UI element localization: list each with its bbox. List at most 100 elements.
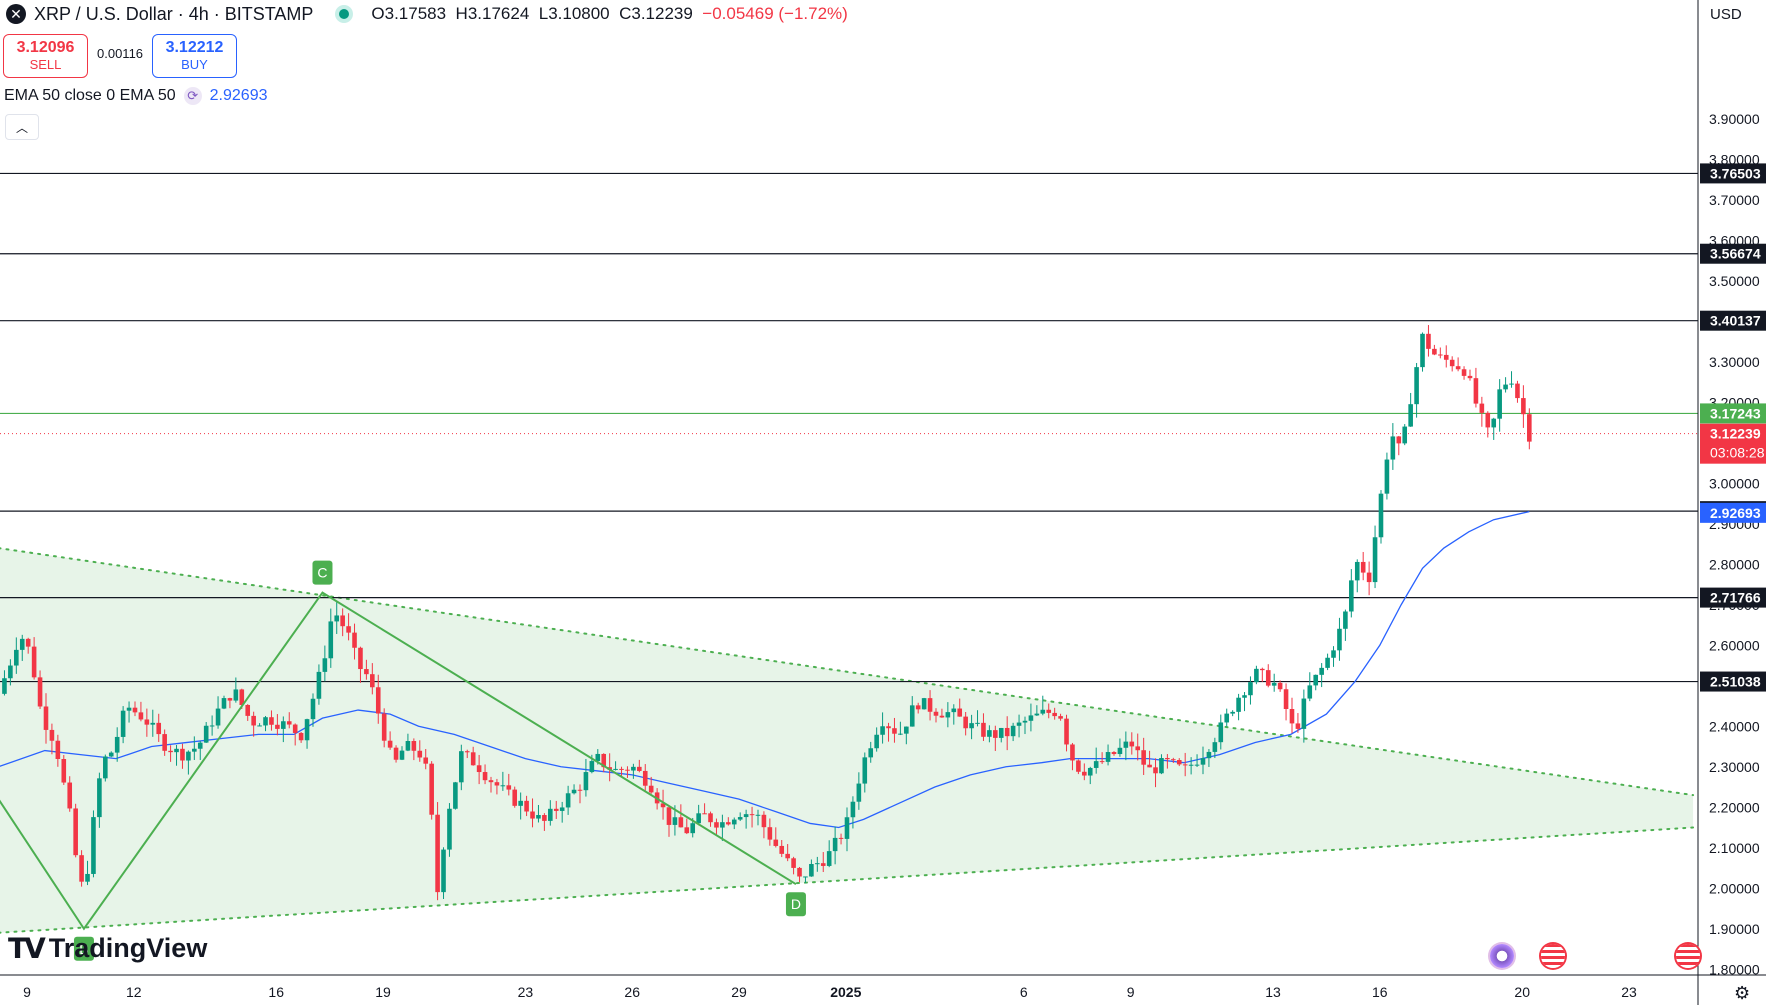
candle-body bbox=[981, 722, 986, 737]
candle-body bbox=[1010, 725, 1016, 737]
horizontal-levels-layer bbox=[0, 172, 1698, 683]
candle-body bbox=[755, 814, 761, 816]
candle-body bbox=[1052, 712, 1057, 717]
candle-body bbox=[150, 722, 156, 725]
candle-body bbox=[387, 740, 393, 748]
candle-body bbox=[138, 712, 144, 720]
candle-body bbox=[601, 753, 607, 768]
candle-body bbox=[542, 815, 547, 821]
time-tick-label: 23 bbox=[1621, 984, 1637, 1000]
candle-body bbox=[281, 721, 286, 729]
us-flag-icon[interactable] bbox=[1676, 944, 1700, 968]
candle-body bbox=[637, 766, 642, 771]
candle-body bbox=[791, 858, 796, 868]
candle-body bbox=[1159, 758, 1164, 774]
candle-body bbox=[459, 751, 464, 783]
candle-body bbox=[1016, 722, 1022, 726]
tradingview-logo[interactable]: 𝗧𝗩 TradingView bbox=[8, 932, 207, 965]
time-tick-label: 12 bbox=[126, 984, 142, 1000]
collapse-legend-button[interactable]: ︿ bbox=[5, 114, 39, 140]
candle-body bbox=[393, 747, 399, 760]
candle-body bbox=[310, 698, 316, 720]
pattern-point-marker bbox=[73, 936, 94, 961]
candle-body bbox=[1260, 668, 1265, 671]
candle-body bbox=[708, 813, 713, 823]
ohlc-open: O3.17583 bbox=[371, 4, 447, 23]
candle-body bbox=[1455, 366, 1461, 370]
candle-body bbox=[144, 719, 150, 725]
candle-body bbox=[672, 817, 678, 825]
price-tick-label: 2.80000 bbox=[1709, 556, 1760, 572]
candle-body bbox=[1004, 727, 1010, 737]
candle-body bbox=[334, 615, 340, 622]
candle-body bbox=[1117, 747, 1123, 755]
candle-body bbox=[1070, 744, 1075, 761]
ohlc-values: O3.17583 H3.17624 L3.10800 C3.12239 −0.0… bbox=[371, 4, 847, 24]
candle-body bbox=[933, 711, 939, 716]
candle-body bbox=[423, 757, 429, 764]
candle-body bbox=[132, 707, 138, 713]
candle-body bbox=[874, 734, 879, 749]
sell-button[interactable]: 3.12096 SELL bbox=[3, 34, 88, 78]
settings-gear-icon[interactable]: ⚙ bbox=[1734, 983, 1751, 1003]
triangle-pattern-layer bbox=[0, 547, 1695, 934]
candle-body bbox=[19, 638, 25, 650]
candle-body bbox=[464, 751, 470, 753]
price-tick-label: 2.30000 bbox=[1709, 759, 1760, 775]
candle-body bbox=[14, 649, 19, 666]
candle-body bbox=[993, 730, 998, 738]
ema-layer bbox=[0, 510, 1530, 829]
candle-body bbox=[405, 740, 411, 751]
symbol-title[interactable]: XRP / U.S. Dollar · 4h · BITSTAMP bbox=[34, 3, 314, 24]
level-price-tag-text: 2.71766 bbox=[1710, 590, 1761, 606]
level-price-tag bbox=[1700, 310, 1766, 331]
candle-body bbox=[1271, 682, 1277, 686]
candle-body bbox=[1473, 378, 1479, 404]
price-tick-label: 3.00000 bbox=[1709, 475, 1760, 491]
candle-body bbox=[375, 687, 381, 714]
candle-body bbox=[322, 658, 328, 672]
candle-body bbox=[886, 726, 891, 729]
brand-name: TradingView bbox=[48, 933, 208, 963]
currency-label[interactable]: USD bbox=[1710, 6, 1742, 23]
candle-body bbox=[1396, 436, 1402, 444]
candle-body bbox=[1171, 759, 1176, 761]
candle-body bbox=[364, 669, 369, 675]
ohlc-high: H3.17624 bbox=[455, 4, 530, 23]
time-axis: 9 12 16 19 23 26 29 2025 6 9 13 16 20 23 bbox=[0, 974, 1766, 1000]
candle-body bbox=[251, 715, 256, 726]
indicator-legend[interactable]: EMA 50 close 0 EMA 50 ⟳ 2.92693 bbox=[4, 87, 268, 105]
spread-value: 0.00116 bbox=[97, 46, 144, 61]
candle-body bbox=[1438, 354, 1443, 356]
candle-body bbox=[192, 748, 197, 752]
candle-body bbox=[1485, 412, 1491, 428]
candle-body bbox=[488, 780, 494, 783]
candle-body bbox=[1218, 722, 1224, 743]
candle-body bbox=[1265, 670, 1271, 686]
candle-body bbox=[286, 721, 292, 725]
us-flag-icon[interactable] bbox=[1541, 944, 1565, 968]
candle-body bbox=[1087, 767, 1093, 776]
price-tick-label: 3.30000 bbox=[1709, 354, 1760, 370]
candle-body bbox=[892, 728, 897, 734]
lightning-icon[interactable] bbox=[1490, 944, 1514, 968]
price-tick-label: 2.00000 bbox=[1709, 880, 1760, 896]
candle-body bbox=[239, 689, 245, 706]
candle-body bbox=[1283, 689, 1289, 710]
candle-body bbox=[832, 837, 838, 852]
candle-body bbox=[73, 808, 78, 856]
candle-body bbox=[174, 748, 179, 753]
candle-body bbox=[1022, 720, 1028, 723]
candle-body bbox=[31, 646, 37, 678]
candle-body bbox=[316, 671, 322, 699]
candle-body bbox=[631, 766, 636, 771]
buy-button[interactable]: 3.12212 BUY bbox=[152, 34, 237, 78]
candle-body bbox=[779, 845, 785, 854]
refresh-icon[interactable]: ⟳ bbox=[183, 87, 202, 105]
candle-body bbox=[809, 864, 814, 877]
candle-body bbox=[1521, 398, 1526, 415]
candle-body bbox=[470, 752, 476, 766]
candle-body bbox=[1129, 741, 1135, 747]
time-tick-label: 2025 bbox=[830, 984, 861, 1000]
